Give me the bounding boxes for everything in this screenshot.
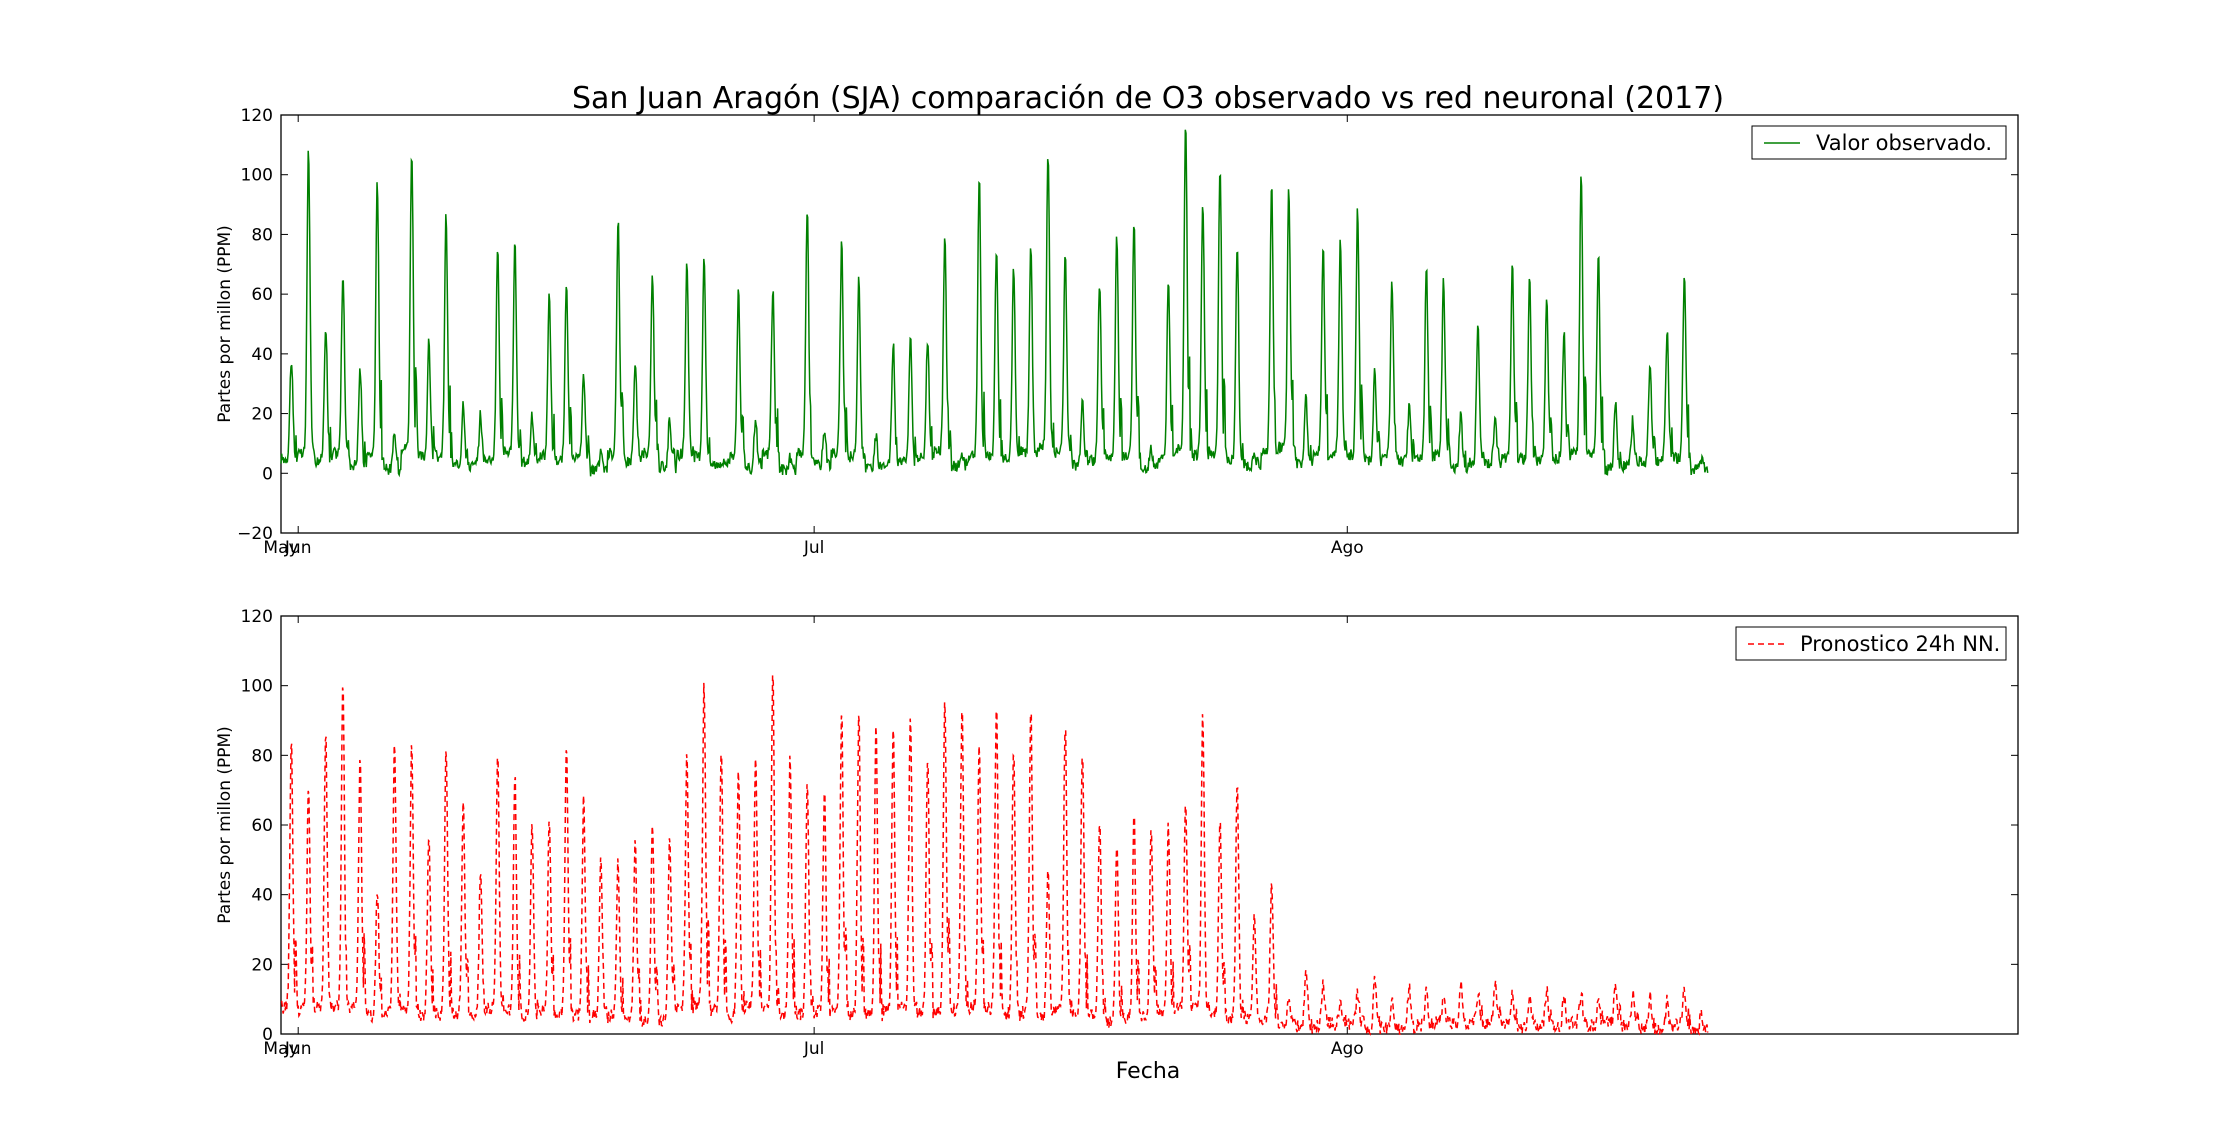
y-tick-label: 20 [251,405,273,425]
y-tick-label: 60 [251,285,273,305]
x-tick-label: Ago [1331,1039,1364,1059]
y-tick-label: 0 [262,464,273,484]
x-tick-label: Jun [284,538,312,558]
x-tick-label: Jun [284,1039,312,1059]
chart-title: San Juan Aragón (SJA) comparación de O3 … [572,81,1724,116]
x-tick-label: May [263,538,298,558]
legend-label: Pronostico 24h NN. [1800,632,2000,656]
y-tick-label: 100 [241,166,273,186]
y-tick-label: −20 [237,524,273,544]
x-axis-label: Fecha [1116,1059,1181,1084]
y-axis-label: Partes por millon (PPM) [215,225,235,423]
y-tick-label: 120 [241,106,273,126]
y-tick-label: 60 [251,816,273,836]
x-tick-label: Jul [803,1039,825,1059]
y-tick-label: 40 [251,886,273,906]
y-axis-label: Partes por millon (PPM) [215,726,235,924]
y-tick-label: 100 [241,677,273,697]
plot-frame [280,114,2019,534]
x-tick-label: Jul [803,538,825,558]
y-tick-label: 80 [251,225,273,245]
y-tick-label: 40 [251,345,273,365]
x-tick-label: Ago [1331,538,1364,558]
y-tick-label: 0 [262,1025,273,1045]
series-line [280,129,1709,478]
y-tick-label: 80 [251,746,273,766]
legend-box [1751,125,2007,160]
series-line [280,675,1709,1036]
y-tick-label: 120 [241,607,273,627]
legend-label: Valor observado. [1816,131,1992,155]
y-tick-label: 20 [251,955,273,975]
x-tick-label: May [263,1039,298,1059]
